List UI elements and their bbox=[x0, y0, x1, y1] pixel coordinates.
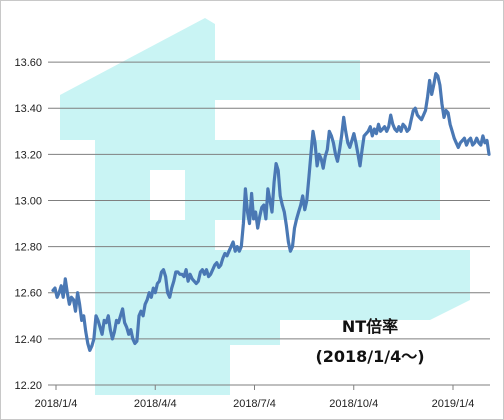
y-tick-label: 12.60 bbox=[14, 288, 42, 300]
y-tick-label: 13.20 bbox=[14, 149, 42, 161]
chart-annotation-title: NT倍率 bbox=[342, 317, 398, 336]
y-tick-label: 12.80 bbox=[14, 242, 42, 254]
chart-annotation-period: (2018/1/4〜) bbox=[315, 347, 424, 366]
y-tick-label: 12.40 bbox=[14, 334, 42, 346]
y-tick-label: 13.00 bbox=[14, 195, 42, 207]
y-tick-label: 12.20 bbox=[14, 380, 42, 392]
x-tick-label: 2018/4/4 bbox=[134, 398, 177, 410]
x-axis-ticks: 2018/1/4 2018/4/4 2018/7/4 2018/10/4 2019/1/… bbox=[35, 385, 475, 410]
series-line bbox=[51, 72, 491, 352]
y-axis-ticks: 12.20 12.40 12.60 12.80 13.00 13.20 13.40 13.60 bbox=[14, 57, 42, 392]
y-tick-label: 13.40 bbox=[14, 103, 42, 115]
x-tick-label: 2019/1/4 bbox=[432, 398, 475, 410]
x-tick-label: 2018/10/4 bbox=[329, 398, 378, 410]
x-tick-label: 2018/7/4 bbox=[233, 398, 276, 410]
x-tick-label: 2018/1/4 bbox=[35, 398, 78, 410]
y-tick-label: 13.60 bbox=[14, 57, 42, 69]
